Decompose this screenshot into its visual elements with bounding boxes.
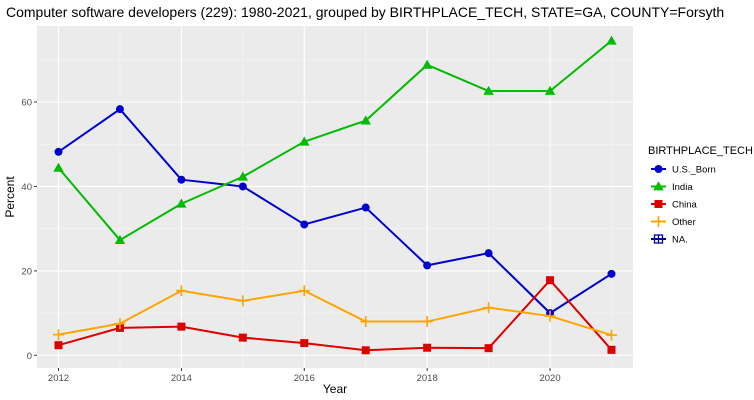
y-tick-label: 0 bbox=[27, 351, 32, 362]
legend: BIRTHPLACE_TECH U.S._Born India China Other… bbox=[648, 145, 753, 246]
data-point-u-s-born bbox=[361, 203, 370, 212]
data-point-u-s-born bbox=[238, 182, 247, 191]
x-tick-label: 2012 bbox=[48, 373, 69, 384]
data-point-china bbox=[238, 333, 247, 342]
data-point-u-s-born bbox=[300, 220, 309, 229]
data-point-india bbox=[483, 85, 494, 95]
series-u-s-born bbox=[54, 105, 616, 318]
legend-marker bbox=[653, 216, 664, 227]
legend-item-india: India bbox=[651, 181, 693, 193]
y-tick-label: 60 bbox=[21, 98, 32, 109]
data-point-u-s-born bbox=[54, 147, 63, 156]
data-point-other bbox=[483, 302, 495, 314]
data-point-other bbox=[360, 316, 372, 328]
data-point-china bbox=[177, 322, 186, 331]
series-line-india bbox=[57, 40, 613, 242]
x-tick-label: 2018 bbox=[417, 373, 438, 384]
data-point-other bbox=[544, 310, 556, 322]
data-point-u-s-born bbox=[484, 249, 493, 258]
data-point-india bbox=[360, 115, 371, 125]
x-axis-title: Year bbox=[323, 382, 347, 396]
data-point-china bbox=[607, 345, 616, 354]
legend-item-china: China bbox=[651, 200, 698, 211]
series-line-china bbox=[58, 279, 613, 352]
legend-label: Other bbox=[672, 217, 696, 228]
data-point-other bbox=[237, 295, 249, 307]
y-axis-title: Percent bbox=[3, 176, 17, 218]
data-point-other bbox=[605, 329, 617, 341]
data-point-other bbox=[421, 316, 433, 328]
legend-marker bbox=[654, 165, 663, 173]
data-point-u-s-born bbox=[177, 175, 186, 184]
data-point-other bbox=[53, 329, 65, 341]
y-tick-label: 40 bbox=[21, 182, 32, 193]
y-axis: 0 20 40 60 bbox=[21, 98, 37, 362]
legend-marker bbox=[653, 181, 664, 191]
data-point-india bbox=[606, 35, 617, 45]
data-point-u-s-born bbox=[115, 105, 124, 114]
legend-item-u-s-born: U.S._Born bbox=[651, 165, 716, 176]
data-point-india bbox=[53, 162, 64, 172]
series-india bbox=[53, 35, 617, 244]
data-point-india bbox=[176, 198, 187, 208]
series-layer bbox=[53, 35, 617, 355]
data-point-india bbox=[114, 234, 126, 244]
x-tick-label: 2020 bbox=[539, 373, 560, 384]
plot-panel bbox=[37, 26, 633, 368]
data-point-u-s-born bbox=[607, 269, 616, 278]
x-tick-label: 2016 bbox=[294, 373, 315, 384]
data-point-china bbox=[423, 343, 432, 352]
chart-title: Computer software developers (229): 1980… bbox=[6, 4, 724, 20]
data-point-u-s-born bbox=[423, 261, 432, 270]
data-point-china bbox=[300, 339, 309, 348]
legend-item-na: NA. bbox=[651, 234, 688, 246]
legend-label: NA. bbox=[672, 235, 688, 246]
data-point-india bbox=[544, 85, 556, 95]
legend-label: U.S._Born bbox=[672, 165, 716, 176]
data-point-china bbox=[361, 346, 370, 355]
legend-item-other: Other bbox=[651, 216, 696, 228]
y-tick-label: 20 bbox=[21, 266, 32, 277]
x-tick-label: 2014 bbox=[171, 373, 192, 384]
data-point-other bbox=[114, 318, 126, 330]
data-point-india bbox=[237, 171, 249, 181]
legend-label: China bbox=[672, 200, 698, 211]
data-point-china bbox=[484, 344, 493, 353]
legend-label: India bbox=[672, 182, 693, 193]
data-point-india bbox=[421, 59, 433, 69]
data-point-china bbox=[54, 341, 63, 350]
series-other bbox=[53, 285, 617, 341]
data-point-other bbox=[175, 285, 187, 297]
data-point-other bbox=[298, 285, 310, 297]
legend-title: BIRTHPLACE_TECH bbox=[648, 145, 753, 157]
data-point-india bbox=[299, 136, 310, 146]
series-line-other bbox=[58, 289, 612, 337]
x-axis: 2012 2014 2016 2018 2020 bbox=[48, 368, 561, 384]
series-line-u-s-born bbox=[57, 108, 613, 315]
data-point-china bbox=[546, 276, 555, 285]
legend-marker bbox=[654, 200, 663, 208]
legend-marker bbox=[653, 234, 664, 244]
